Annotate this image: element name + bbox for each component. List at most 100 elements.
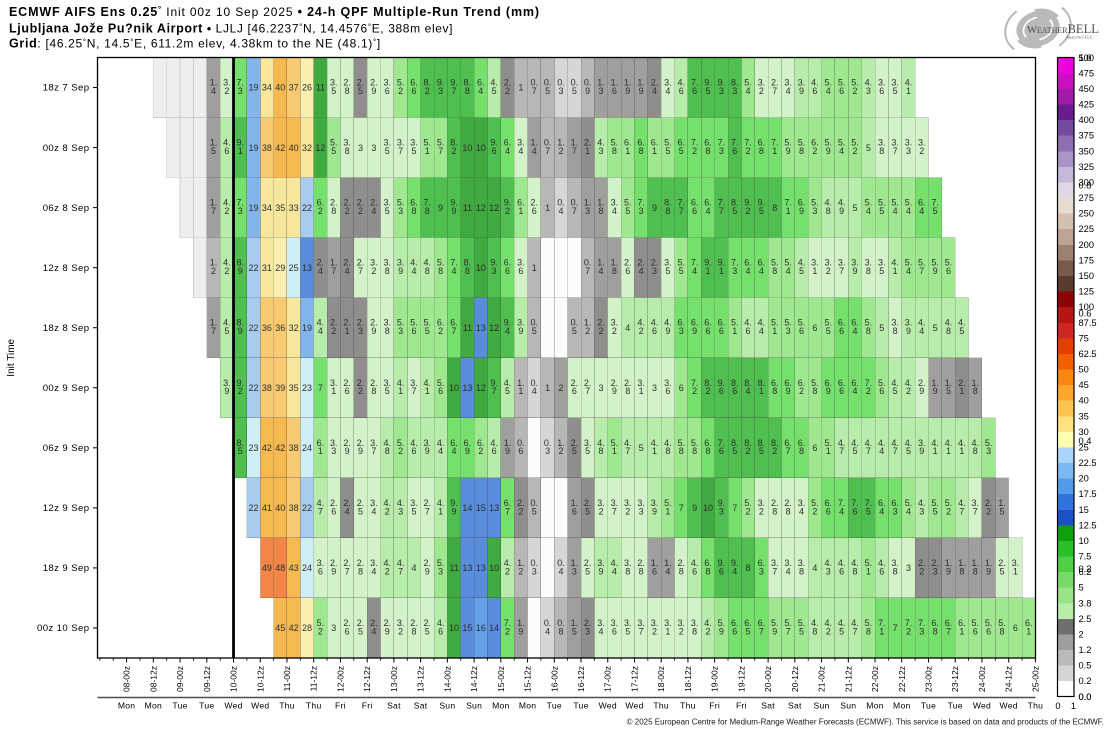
svg-text:Tue: Tue	[573, 701, 588, 711]
svg-text:6.2: 6.2	[1079, 567, 1092, 577]
svg-text:8: 8	[879, 146, 884, 156]
svg-text:6: 6	[719, 446, 724, 456]
svg-text:5.: 5.	[905, 498, 913, 508]
svg-text:00z 8 Sep: 00z 8 Sep	[43, 143, 90, 154]
svg-text:41: 41	[262, 503, 272, 513]
svg-text:5: 5	[532, 326, 537, 336]
svg-text:6.: 6.	[731, 618, 739, 628]
svg-text:5.: 5.	[664, 498, 672, 508]
svg-text:8: 8	[385, 326, 390, 336]
svg-text:2.: 2.	[343, 558, 351, 568]
svg-text:6.: 6.	[317, 438, 325, 448]
svg-text:0.: 0.	[544, 78, 552, 88]
svg-text:1: 1	[518, 386, 523, 396]
svg-text:6: 6	[625, 266, 630, 276]
svg-text:1.: 1.	[597, 78, 605, 88]
svg-text:4.: 4.	[410, 438, 418, 448]
svg-text:3: 3	[371, 143, 376, 153]
svg-text:1: 1	[866, 566, 871, 576]
svg-text:6: 6	[732, 146, 737, 156]
svg-text:6: 6	[492, 446, 497, 456]
svg-text:8: 8	[959, 566, 964, 576]
svg-text:7.: 7.	[691, 78, 699, 88]
svg-text:3: 3	[545, 446, 550, 456]
svg-text:6: 6	[492, 146, 497, 156]
svg-text:2: 2	[746, 506, 751, 516]
svg-text:5.: 5.	[931, 498, 939, 508]
svg-text:5: 5	[732, 446, 737, 456]
svg-text:1.: 1.	[571, 558, 579, 568]
svg-text:5.: 5.	[798, 618, 806, 628]
svg-text:5.: 5.	[424, 318, 432, 328]
svg-text:8: 8	[612, 146, 617, 156]
svg-text:00z 10 Sep: 00z 10 Sep	[37, 623, 90, 634]
svg-text:10: 10	[1079, 536, 1089, 546]
svg-text:2: 2	[331, 326, 336, 336]
svg-text:1: 1	[812, 266, 817, 276]
svg-text:4: 4	[852, 386, 857, 396]
svg-text:6: 6	[692, 206, 697, 216]
svg-text:5.: 5.	[811, 378, 819, 388]
svg-text:5: 5	[545, 86, 550, 96]
svg-text:3: 3	[732, 266, 737, 276]
svg-text:1: 1	[652, 146, 657, 156]
svg-text:3.: 3.	[651, 618, 659, 628]
svg-text:2: 2	[585, 326, 590, 336]
svg-text:6.: 6.	[410, 78, 418, 88]
svg-text:8.: 8.	[450, 138, 458, 148]
svg-text:14-12z: 14-12z	[469, 666, 479, 692]
svg-text:13: 13	[302, 263, 312, 273]
svg-text:5.: 5.	[784, 318, 792, 328]
svg-text:6.: 6.	[758, 138, 766, 148]
svg-text:4: 4	[318, 326, 323, 336]
svg-text:5.: 5.	[744, 498, 752, 508]
svg-text:2: 2	[906, 386, 911, 396]
svg-text:1: 1	[906, 86, 911, 96]
svg-text:22.5: 22.5	[1079, 458, 1097, 468]
svg-text:12z 9 Sep: 12z 9 Sep	[43, 503, 90, 514]
svg-text:9.: 9.	[490, 138, 498, 148]
svg-text:23-12z: 23-12z	[950, 666, 960, 692]
svg-text:2: 2	[505, 86, 510, 96]
svg-text:300: 300	[1079, 177, 1095, 187]
svg-text:2.: 2.	[410, 618, 418, 628]
svg-text:40: 40	[275, 503, 285, 513]
svg-text:7: 7	[973, 506, 978, 516]
svg-text:2.: 2.	[370, 318, 378, 328]
svg-text:7: 7	[211, 326, 216, 336]
svg-text:0.: 0.	[571, 198, 579, 208]
svg-text:5.: 5.	[784, 138, 792, 148]
svg-text:4.: 4.	[223, 198, 231, 208]
svg-text:4: 4	[799, 506, 804, 516]
svg-text:3.: 3.	[825, 258, 833, 268]
svg-text:10: 10	[449, 623, 459, 633]
svg-text:19: 19	[302, 323, 312, 333]
svg-text:2.: 2.	[651, 258, 659, 268]
svg-text:7.: 7.	[236, 78, 244, 88]
svg-text:8: 8	[679, 566, 684, 576]
svg-text:10: 10	[449, 383, 459, 393]
svg-text:5: 5	[1000, 506, 1005, 516]
svg-text:12: 12	[489, 323, 499, 333]
svg-text:1.: 1.	[571, 498, 579, 508]
svg-text:4.: 4.	[397, 498, 405, 508]
svg-text:6.: 6.	[945, 618, 953, 628]
svg-text:3.: 3.	[878, 78, 886, 88]
svg-text:3.: 3.	[664, 258, 672, 268]
svg-text:2.: 2.	[357, 618, 365, 628]
svg-text:7: 7	[371, 446, 376, 456]
svg-text:2: 2	[211, 266, 216, 276]
svg-text:6.: 6.	[637, 138, 645, 148]
svg-text:3.: 3.	[798, 498, 806, 508]
svg-text:7.: 7.	[905, 618, 913, 628]
svg-text:4: 4	[532, 386, 537, 396]
svg-text:8: 8	[786, 506, 791, 516]
svg-text:2: 2	[224, 206, 229, 216]
svg-text:9: 9	[612, 386, 617, 396]
svg-text:2: 2	[371, 266, 376, 276]
svg-text:9: 9	[518, 626, 523, 636]
svg-text:1.: 1.	[584, 198, 592, 208]
svg-text:3: 3	[893, 506, 898, 516]
svg-text:33: 33	[289, 203, 299, 213]
svg-text:3: 3	[719, 146, 724, 156]
